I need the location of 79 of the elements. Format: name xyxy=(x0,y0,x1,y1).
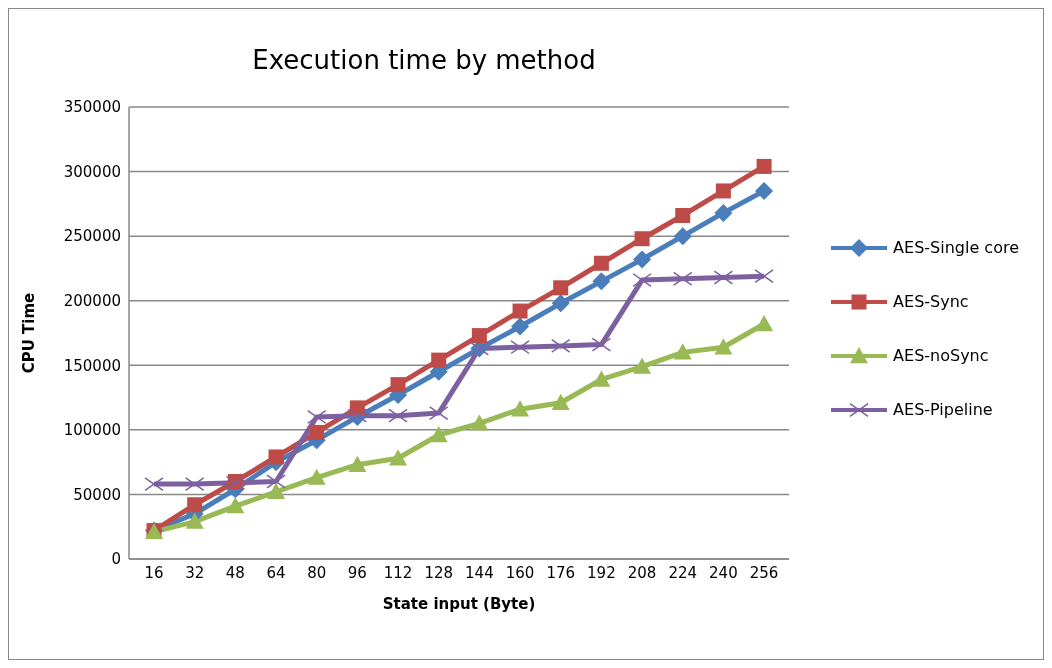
x-tick-label: 240 xyxy=(709,563,738,582)
point xyxy=(185,512,204,529)
legend-label: AES-Pipeline xyxy=(893,399,993,421)
point xyxy=(511,317,530,336)
y-axis-title: CPU Time xyxy=(20,292,39,374)
point xyxy=(591,337,612,352)
point xyxy=(388,408,408,423)
point xyxy=(470,414,489,431)
x-tick-label: 16 xyxy=(144,563,164,582)
x-tick-label: 80 xyxy=(307,563,327,582)
x-tick-label: 128 xyxy=(424,563,454,582)
point xyxy=(551,294,570,313)
x-tick-label: 176 xyxy=(546,563,576,582)
chart-title: Execution time by method xyxy=(251,45,597,75)
point xyxy=(756,158,772,174)
point xyxy=(551,393,570,410)
point xyxy=(672,271,693,286)
point xyxy=(429,426,448,443)
point xyxy=(714,203,733,222)
x-tick-label: 112 xyxy=(383,563,413,582)
point xyxy=(675,207,691,223)
point xyxy=(713,270,734,285)
point xyxy=(184,477,205,492)
point xyxy=(511,400,530,417)
x-tick-label: 48 xyxy=(225,563,245,582)
x-tick-label: 32 xyxy=(185,563,205,582)
point xyxy=(593,255,609,271)
x-tick-label: 224 xyxy=(668,563,698,582)
point xyxy=(267,482,286,500)
x-tick-label: 208 xyxy=(627,563,657,582)
point xyxy=(389,449,408,466)
point xyxy=(755,314,774,332)
point xyxy=(187,497,203,513)
point xyxy=(715,183,731,199)
point xyxy=(592,370,611,387)
y-tick-label: 200000 xyxy=(63,292,121,311)
y-tick-label: 50000 xyxy=(73,485,121,504)
point xyxy=(633,357,652,374)
point xyxy=(550,338,571,353)
y-tick-label: 350000 xyxy=(63,98,121,117)
y-tick-label: 250000 xyxy=(63,227,121,246)
point xyxy=(634,231,650,247)
x-tick-label: 256 xyxy=(749,563,779,582)
x-tick-label: 144 xyxy=(465,563,494,582)
legend-label: AES-Sync xyxy=(893,291,969,313)
point xyxy=(266,474,286,489)
y-tick-label: 0 xyxy=(111,550,121,569)
point xyxy=(673,227,692,246)
point xyxy=(673,343,692,360)
legend-label: AES-Single core xyxy=(893,237,1019,259)
point xyxy=(431,352,447,368)
point xyxy=(348,455,367,472)
point xyxy=(226,497,245,514)
point xyxy=(632,273,652,288)
legend-label: AES-noSync xyxy=(893,345,989,367)
x-tick-label: 192 xyxy=(587,563,616,582)
y-tick-label: 300000 xyxy=(63,162,121,181)
x-tick-label: 96 xyxy=(347,563,367,582)
point xyxy=(553,280,569,296)
point xyxy=(390,377,406,393)
y-tick-label: 100000 xyxy=(63,421,121,440)
point xyxy=(307,468,326,485)
point xyxy=(428,406,449,421)
point xyxy=(633,250,652,269)
x-tick-label: 64 xyxy=(266,563,286,582)
y-tick-label: 150000 xyxy=(63,356,121,375)
point xyxy=(144,477,164,492)
point xyxy=(471,328,487,344)
point xyxy=(306,409,327,424)
point xyxy=(309,424,325,440)
point xyxy=(510,340,530,355)
x-tick-label: 160 xyxy=(505,563,535,582)
point xyxy=(714,338,733,355)
point xyxy=(592,272,611,291)
point xyxy=(268,449,284,465)
point xyxy=(755,181,774,200)
point xyxy=(512,303,528,319)
x-axis-title: State input (Byte) xyxy=(382,595,536,613)
point xyxy=(754,269,774,284)
